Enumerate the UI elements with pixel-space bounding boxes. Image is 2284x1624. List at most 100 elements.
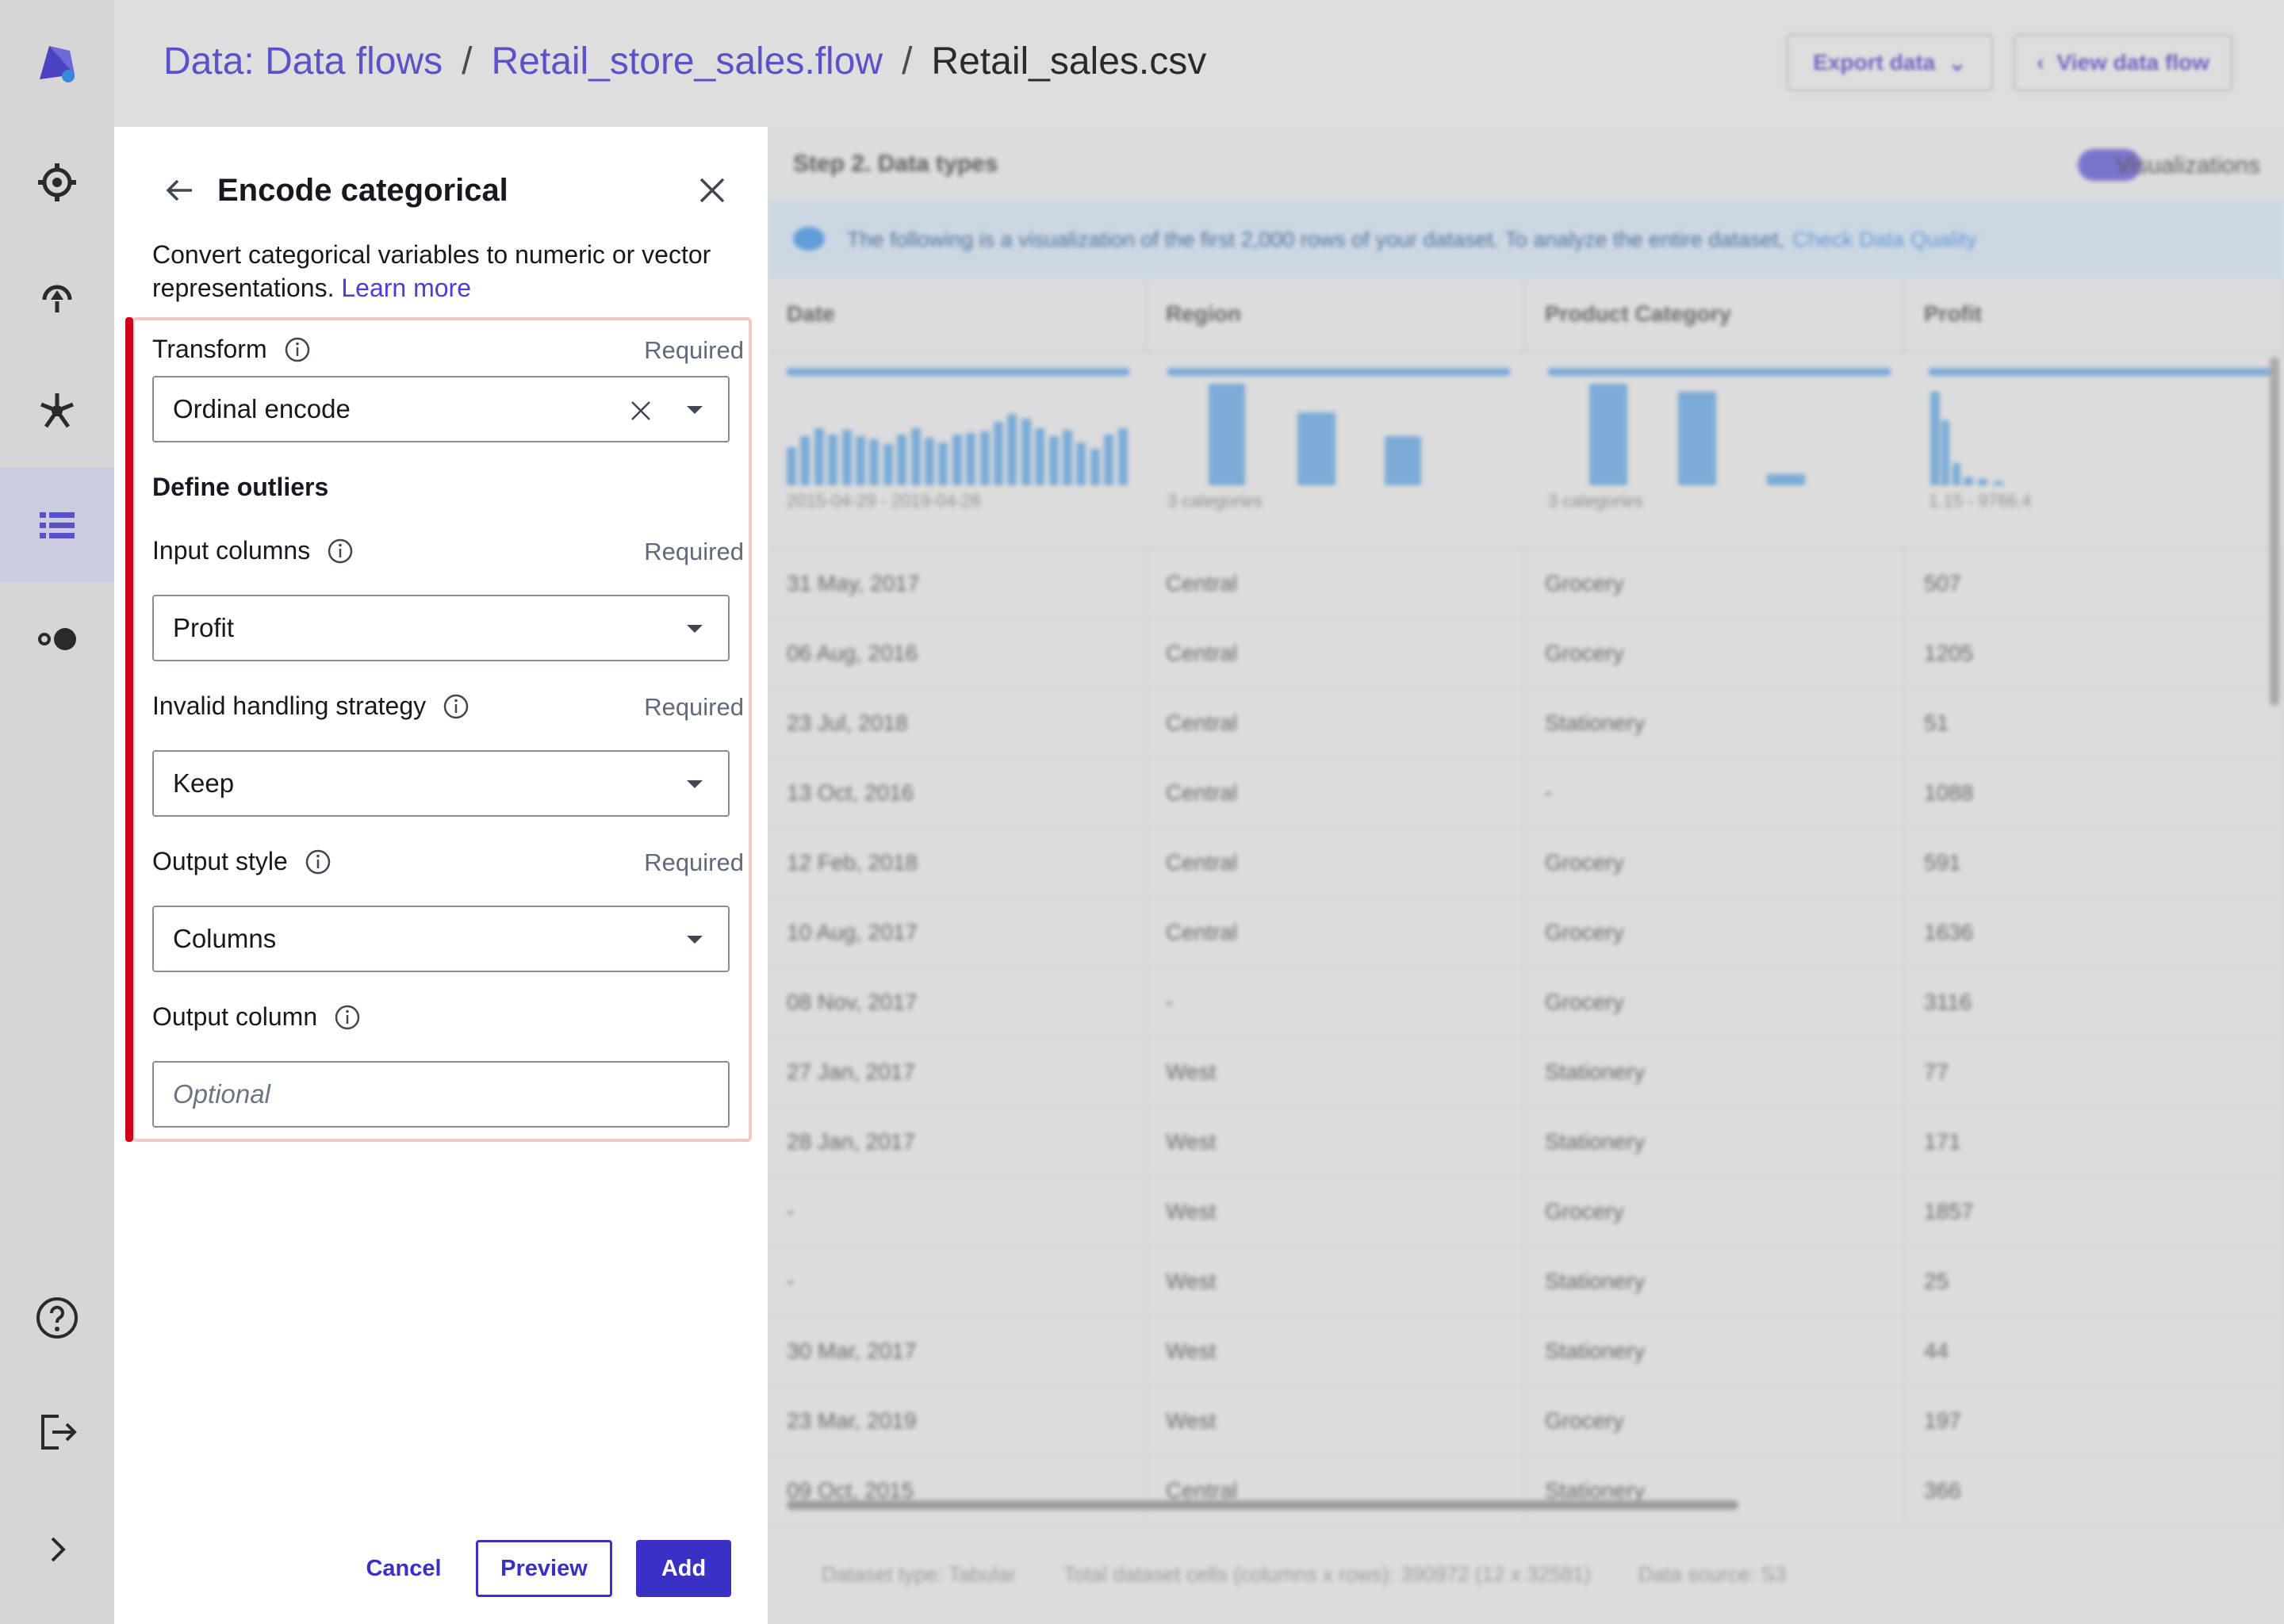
required-label: Required (644, 538, 744, 565)
table-cell: 27 Jan, 2017 (768, 1037, 1147, 1105)
table-cell: - (1147, 967, 1526, 1036)
histogram-bar (1035, 428, 1045, 485)
histogram-bar (1209, 384, 1245, 485)
rail-toggle-button[interactable] (0, 582, 114, 696)
cancel-button[interactable]: Cancel (366, 1555, 442, 1581)
transform-select[interactable]: Ordinal encode (152, 376, 730, 442)
breadcrumb: Data: Data flows / Retail_store_sales.fl… (163, 40, 1206, 83)
histogram-line (1548, 368, 1891, 376)
histogram-bar (1385, 436, 1421, 485)
histogram-bar (1063, 430, 1072, 485)
define-outliers-heading: Define outliers (152, 473, 329, 501)
breadcrumb-separator: / (462, 40, 473, 82)
data-source: Data source: S3 (1638, 1562, 1787, 1586)
left-rail (0, 0, 114, 1624)
breadcrumb-flow[interactable]: Retail_store_sales.flow (491, 40, 883, 82)
encode-categorical-panel: Encode categorical Convert categorical v… (114, 127, 768, 1624)
histogram-bar (1978, 479, 1987, 485)
clear-icon[interactable] (628, 398, 653, 423)
table-cell: West (1147, 1247, 1526, 1315)
app-logo-icon (40, 46, 75, 82)
input-columns-select[interactable]: Profit (152, 595, 730, 661)
table-cell: Stationery (1526, 1247, 1905, 1315)
histogram-bar (814, 428, 824, 485)
table-cell: Central (1147, 758, 1526, 826)
info-icon[interactable] (333, 1003, 362, 1032)
table-row: 12 Feb, 2018 Central Grocery 591 (768, 828, 2284, 898)
table-cell: Stationery (1526, 688, 1905, 756)
invalid-handling-select[interactable]: Keep (152, 750, 730, 817)
rail-deploy-button[interactable] (0, 239, 114, 354)
description-text: Convert categorical variables to numeric… (152, 240, 711, 302)
column-header[interactable]: Profit (1905, 279, 2284, 350)
info-icon[interactable] (283, 335, 312, 364)
close-icon[interactable] (696, 174, 728, 206)
rail-expand-button[interactable] (0, 1492, 114, 1607)
input-columns-label: Input columns (152, 536, 354, 565)
breadcrumb-separator: / (902, 40, 913, 82)
view-data-flow-button[interactable]: ‹ View data flow (2013, 33, 2233, 92)
vertical-scrollbar[interactable] (2270, 357, 2279, 706)
table-cell: 507 (1905, 549, 2284, 617)
table-cell: Central (1147, 688, 1526, 756)
table-cell: - (768, 1247, 1147, 1315)
check-data-quality-link[interactable]: Check Data Quality (1792, 227, 1977, 251)
info-banner: The following is a visualization of the … (768, 200, 2284, 279)
table-row: 23 Mar, 2019 West Grocery 197 (768, 1386, 2284, 1456)
export-data-button[interactable]: Export data ⌄ (1786, 33, 1994, 92)
table-cell: Grocery (1526, 549, 1905, 617)
rail-data-button[interactable] (0, 468, 114, 582)
output-style-select[interactable]: Columns (152, 906, 730, 972)
visualizations-toggle[interactable] (2078, 149, 2141, 181)
info-icon[interactable] (304, 848, 332, 876)
histogram-bar (828, 435, 838, 485)
horizontal-scrollbar[interactable] (787, 1500, 1738, 1510)
histogram-bar (1930, 392, 1940, 485)
column-header[interactable]: Region (1147, 279, 1526, 350)
table-cell: 44 (1905, 1316, 2284, 1385)
table-cell: West (1147, 1177, 1526, 1245)
required-label: Required (644, 848, 744, 876)
chevron-right-icon (51, 1537, 66, 1562)
info-icon[interactable] (442, 692, 470, 721)
breadcrumb-data-flows[interactable]: Data: Data flows (163, 40, 443, 82)
table-cell: Central (1147, 898, 1526, 966)
histogram-caption: 2015-04-29 - 2019-04-28 (787, 491, 981, 511)
histogram-bar (1117, 428, 1128, 485)
histogram-bar (800, 436, 811, 485)
histogram-bar (787, 447, 796, 485)
output-column-input[interactable] (152, 1061, 730, 1128)
histogram-line (787, 368, 1129, 376)
histogram-bar (883, 444, 893, 485)
column-header[interactable]: Product Category (1526, 279, 1905, 350)
histogram-bar (1994, 481, 2003, 485)
visualizations-label: Visualizations (2115, 152, 2260, 178)
table-row: 28 Jan, 2017 West Stationery 171 (768, 1107, 2284, 1177)
histogram-bar (897, 435, 907, 485)
histogram-bar (1104, 435, 1114, 485)
output-style-label: Output style (152, 847, 332, 876)
table-cell: 28 Jan, 2017 (768, 1107, 1147, 1175)
rail-settings-button[interactable] (0, 125, 114, 239)
rail-nodes-button[interactable] (0, 354, 114, 468)
learn-more-link[interactable]: Learn more (341, 274, 471, 302)
column-header[interactable]: Date (768, 279, 1147, 350)
preview-button[interactable]: Preview (476, 1540, 612, 1597)
table-row: 23 Jul, 2018 Central Stationery 51 (768, 688, 2284, 758)
rail-signout-button[interactable] (0, 1375, 114, 1489)
chevron-left-icon: ‹ (2037, 50, 2044, 75)
table-cell: 23 Mar, 2019 (768, 1386, 1147, 1454)
table-row: 09 Oct, 2015 Central Stationery 366 (768, 1456, 2284, 1526)
histogram-bar (1941, 420, 1949, 485)
panel-description: Convert categorical variables to numeric… (152, 238, 739, 304)
rail-help-button[interactable] (0, 1261, 114, 1375)
caret-down-icon (687, 625, 703, 633)
table-cell: Grocery (1526, 898, 1905, 966)
table-cell: Stationery (1526, 1037, 1905, 1105)
table-cell: 13 Oct, 2016 (768, 758, 1147, 826)
info-icon[interactable] (326, 537, 354, 565)
histogram-bar (1007, 414, 1017, 485)
add-button[interactable]: Add (636, 1540, 731, 1597)
panel-title: Encode categorical (217, 172, 508, 208)
back-arrow-icon[interactable] (163, 174, 195, 206)
